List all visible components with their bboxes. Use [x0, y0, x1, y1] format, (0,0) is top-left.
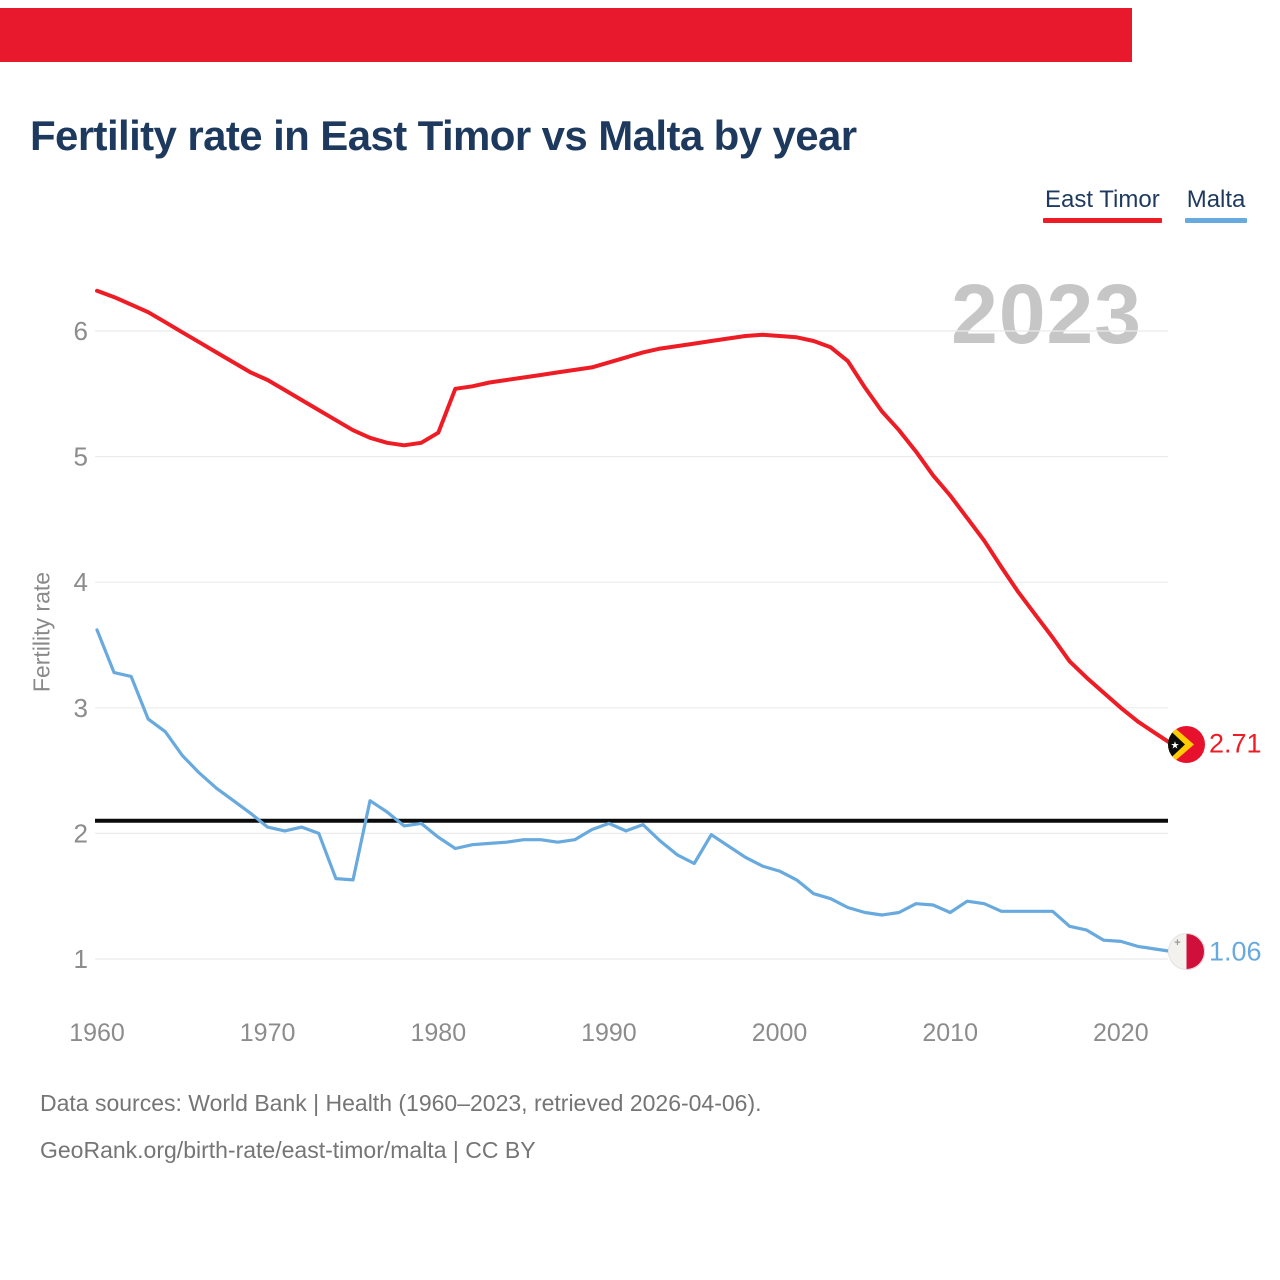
legend-label-east-timor: East Timor — [1045, 186, 1160, 213]
svg-text:1960: 1960 — [69, 1019, 125, 1047]
east-timor-flag-icon: ★ — [1168, 725, 1205, 763]
svg-text:5: 5 — [74, 442, 88, 472]
footer-sources-line: Data sources: World Bank | Health (1960–… — [40, 1090, 762, 1116]
end-label-east-timor: 2.71 — [1209, 728, 1262, 759]
top-accent-bar — [0, 8, 1132, 62]
svg-text:4: 4 — [74, 567, 88, 597]
malta-flag-icon: + — [1168, 933, 1205, 970]
legend-item-east-timor[interactable]: East Timor — [1043, 186, 1162, 223]
svg-text:2010: 2010 — [922, 1019, 978, 1047]
svg-text:2020: 2020 — [1093, 1019, 1149, 1047]
legend: East Timor Malta — [1043, 186, 1248, 223]
footer: Data sources: World Bank | Health (1960–… — [40, 1080, 762, 1174]
end-label-malta: 1.06 — [1209, 936, 1262, 966]
svg-text:1980: 1980 — [410, 1019, 466, 1047]
page-title: Fertility rate in East Timor vs Malta by… — [30, 112, 857, 159]
legend-item-malta[interactable]: Malta — [1184, 186, 1248, 223]
watermark-year: 2023 — [951, 267, 1142, 361]
legend-label-malta: Malta — [1186, 186, 1246, 213]
svg-text:2000: 2000 — [752, 1019, 808, 1047]
svg-text:1970: 1970 — [240, 1019, 296, 1047]
svg-text:+: + — [1174, 937, 1180, 949]
footer-attribution-line: GeoRank.org/birth-rate/east-timor/malta … — [40, 1137, 536, 1163]
svg-text:1990: 1990 — [581, 1019, 637, 1047]
svg-text:3: 3 — [74, 693, 88, 723]
legend-underline-malta — [1184, 218, 1248, 223]
svg-text:★: ★ — [1171, 740, 1180, 751]
legend-underline-east-timor — [1043, 218, 1162, 223]
svg-text:6: 6 — [74, 316, 88, 346]
svg-text:1: 1 — [74, 944, 88, 974]
svg-text:2: 2 — [74, 818, 88, 848]
